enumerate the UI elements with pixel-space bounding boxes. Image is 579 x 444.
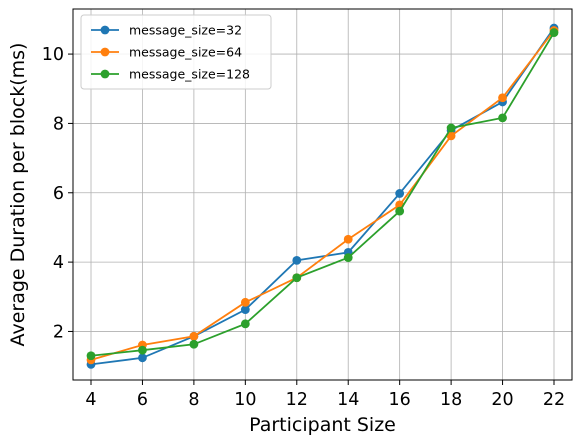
legend-label: message_size=128 — [129, 67, 250, 82]
y-tick-label: 8 — [53, 114, 64, 134]
legend-box — [80, 14, 272, 90]
data-point — [395, 206, 405, 216]
data-point — [395, 189, 405, 198]
y-axis-ticks: 2 4 6 8 10 — [42, 45, 73, 342]
legend-item: message_size=32 — [91, 23, 242, 38]
data-point — [292, 255, 302, 265]
data-point — [343, 234, 353, 244]
data-point — [138, 345, 147, 355]
x-tick-label: 4 — [85, 390, 96, 410]
x-axis-ticks: 4 6 8 10 12 14 16 18 20 22 — [85, 380, 565, 410]
series-message_size=128 — [86, 28, 559, 361]
y-tick-label: 2 — [53, 322, 64, 342]
data-point — [292, 273, 302, 283]
legend: message_size=32 message_size=64 message_si… — [80, 14, 272, 90]
grid — [73, 9, 572, 380]
series-layer — [86, 23, 559, 369]
data-point — [86, 351, 96, 361]
series-line — [90, 29, 555, 361]
data-point — [240, 297, 250, 307]
x-tick-label: 12 — [286, 390, 308, 410]
x-tick-label: 6 — [137, 390, 148, 410]
data-point — [189, 331, 199, 341]
data-point — [498, 93, 507, 103]
data-point — [343, 253, 353, 263]
series-line — [90, 32, 555, 357]
y-tick-label: 4 — [53, 253, 64, 273]
x-tick-label: 20 — [491, 390, 513, 410]
data-point — [498, 113, 507, 123]
x-tick-label: 8 — [188, 390, 199, 410]
data-point — [138, 353, 147, 363]
x-tick-label: 16 — [389, 390, 411, 410]
data-point — [189, 339, 199, 349]
data-point — [240, 319, 250, 329]
data-point — [446, 131, 456, 141]
legend-marker — [100, 69, 110, 79]
legend-item: message_size=128 — [91, 67, 250, 82]
data-point — [446, 123, 456, 133]
x-tick-label: 14 — [337, 390, 359, 410]
x-tick-label: 18 — [440, 390, 462, 410]
data-point — [549, 28, 559, 37]
legend-marker — [100, 25, 110, 35]
x-tick-label: 22 — [543, 390, 565, 410]
legend-marker — [100, 47, 110, 57]
x-axis-label: Participant Size — [249, 414, 396, 436]
y-tick-label: 10 — [42, 45, 64, 65]
legend-item: message_size=64 — [91, 45, 242, 60]
x-tick-label: 10 — [234, 390, 256, 410]
legend-label: message_size=32 — [129, 23, 242, 38]
legend-label: message_size=64 — [129, 45, 242, 60]
y-tick-label: 6 — [53, 184, 64, 204]
plot-frame — [72, 8, 573, 381]
data-point — [240, 305, 250, 315]
y-axis-label: Average Duration per block(ms) — [7, 43, 29, 347]
